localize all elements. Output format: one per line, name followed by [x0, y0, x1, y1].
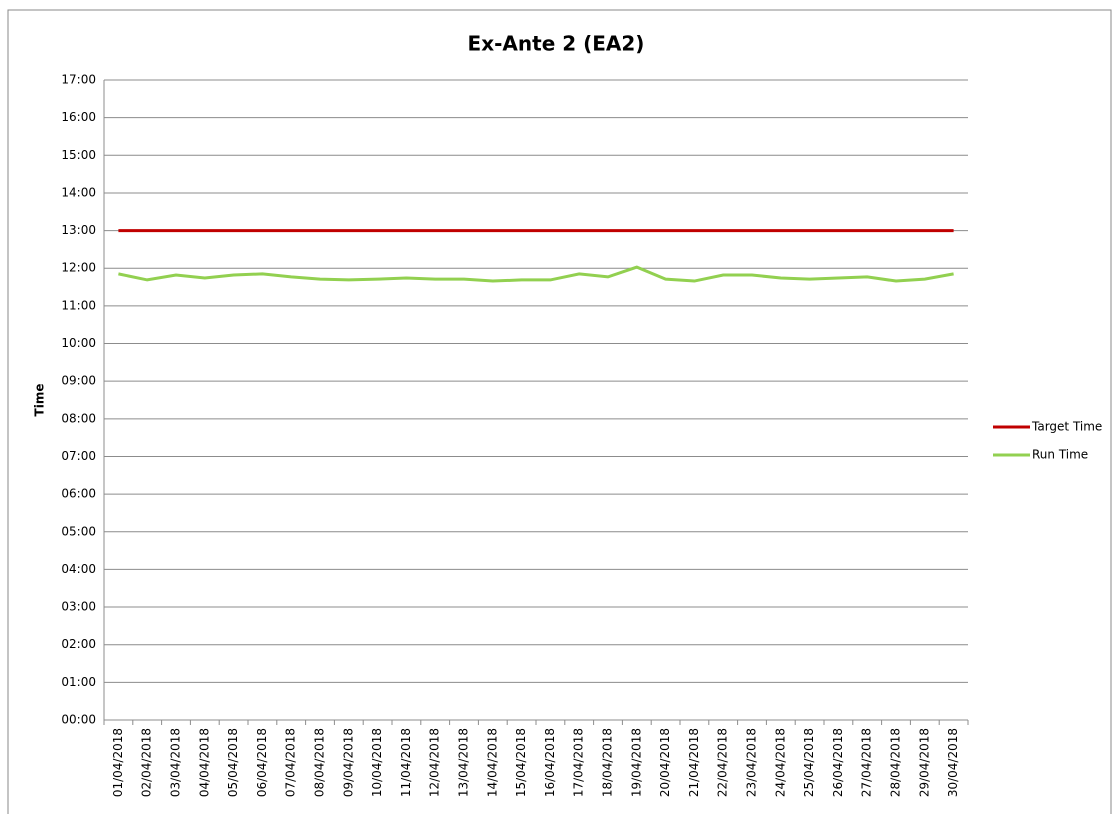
y-tick-label: 12:00 — [61, 261, 96, 275]
x-tick-label: 28/04/2018 — [889, 728, 903, 797]
x-tick-label: 13/04/2018 — [457, 728, 471, 797]
x-tick-label: 18/04/2018 — [601, 728, 615, 797]
x-tick-label: 12/04/2018 — [428, 728, 442, 797]
legend-label: Target Time — [1031, 420, 1102, 434]
chart-title: Ex-Ante 2 (EA2) — [468, 32, 645, 56]
x-tick-label: 15/04/2018 — [514, 728, 528, 797]
y-tick-label: 02:00 — [61, 637, 96, 651]
y-tick-label: 10:00 — [61, 336, 96, 350]
x-tick-label: 29/04/2018 — [917, 728, 931, 797]
x-tick-label: 25/04/2018 — [802, 728, 816, 797]
x-tick-label: 20/04/2018 — [658, 728, 672, 797]
x-tick-label: 07/04/2018 — [284, 728, 298, 797]
y-tick-label: 08:00 — [61, 411, 96, 425]
x-tick-label: 04/04/2018 — [197, 728, 211, 797]
x-tick-label: 01/04/2018 — [111, 728, 125, 797]
x-tick-label: 11/04/2018 — [399, 728, 413, 797]
x-tick-label: 30/04/2018 — [946, 728, 960, 797]
y-tick-label: 04:00 — [61, 562, 96, 576]
x-tick-label: 10/04/2018 — [370, 728, 384, 797]
x-tick-label: 09/04/2018 — [341, 728, 355, 797]
y-tick-label: 00:00 — [61, 713, 96, 727]
y-tick-label: 17:00 — [61, 73, 96, 87]
legend-label: Run Time — [1032, 448, 1088, 462]
x-tick-label: 22/04/2018 — [716, 728, 730, 797]
y-tick-label: 03:00 — [61, 600, 96, 614]
y-tick-label: 13:00 — [61, 223, 96, 237]
y-tick-label: 01:00 — [61, 675, 96, 689]
y-tick-label: 05:00 — [61, 524, 96, 538]
x-tick-label: 14/04/2018 — [485, 728, 499, 797]
x-tick-label: 26/04/2018 — [831, 728, 845, 797]
x-tick-label: 06/04/2018 — [255, 728, 269, 797]
x-tick-label: 03/04/2018 — [169, 728, 183, 797]
x-tick-label: 23/04/2018 — [745, 728, 759, 797]
y-tick-label: 09:00 — [61, 374, 96, 388]
y-tick-label: 14:00 — [61, 185, 96, 199]
x-tick-label: 02/04/2018 — [140, 728, 154, 797]
x-tick-label: 17/04/2018 — [572, 728, 586, 797]
y-tick-label: 15:00 — [61, 148, 96, 162]
x-tick-label: 24/04/2018 — [773, 728, 787, 797]
x-tick-label: 27/04/2018 — [860, 728, 874, 797]
x-tick-label: 08/04/2018 — [313, 728, 327, 797]
chart-frame — [7, 9, 1112, 814]
x-tick-label: 05/04/2018 — [226, 728, 240, 797]
y-axis-label: Time — [33, 384, 47, 417]
x-tick-label: 21/04/2018 — [687, 728, 701, 797]
y-tick-label: 11:00 — [61, 298, 96, 312]
y-tick-label: 16:00 — [61, 110, 96, 124]
x-tick-label: 19/04/2018 — [629, 728, 643, 797]
y-tick-label: 06:00 — [61, 487, 96, 501]
series-line — [118, 265, 954, 283]
y-tick-label: 07:00 — [61, 449, 96, 463]
x-tick-label: 16/04/2018 — [543, 728, 557, 797]
